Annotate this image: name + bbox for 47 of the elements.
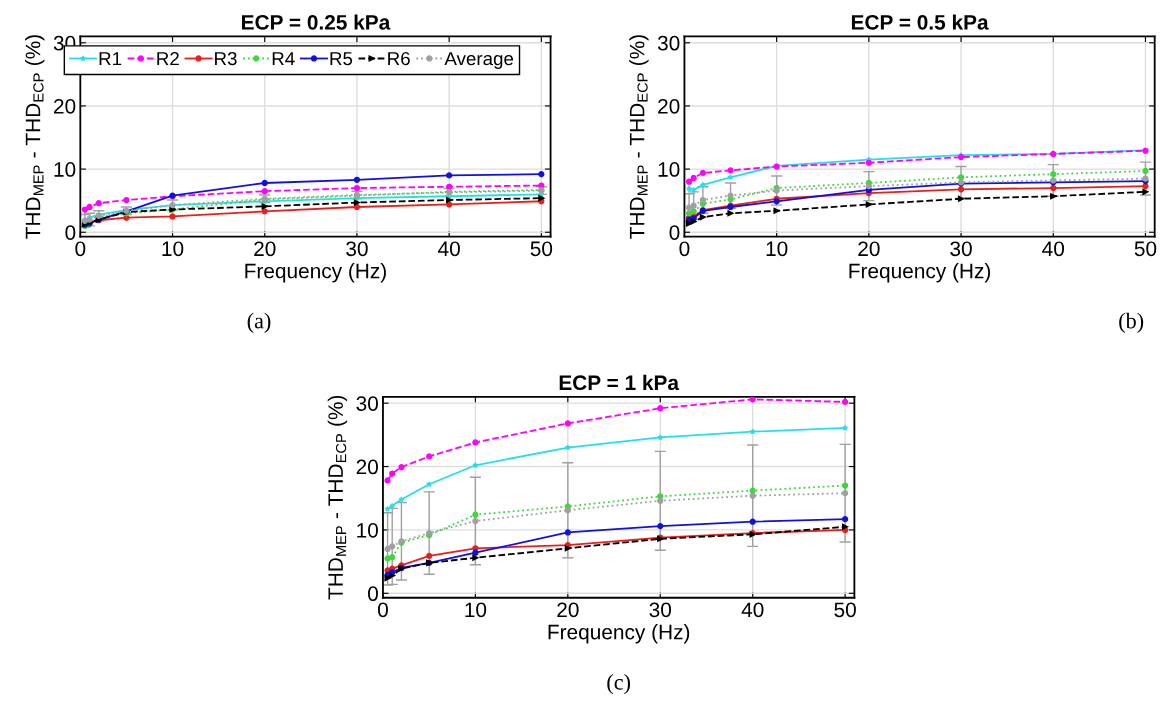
x-tick-label: 20 [858, 241, 880, 257]
text: (c) [607, 674, 631, 695]
x-axis-title: Frequency (Hz) [548, 624, 690, 644]
x-tick-label: 40 [1042, 241, 1065, 257]
x-tick-label: 0 [75, 241, 86, 257]
x-tick-label: 40 [741, 602, 764, 618]
y-tick-label: 0 [368, 586, 378, 602]
x-tick-label: 20 [557, 602, 579, 618]
y-tick-label: 30 [657, 35, 680, 51]
legend-label: Average [444, 52, 514, 69]
y-tick-label: 10 [658, 162, 680, 177]
legend-label: R2 [157, 51, 179, 66]
x-tick-label: 50 [834, 602, 856, 618]
legend-label: R6 [388, 51, 410, 66]
x-tick-label: 30 [346, 241, 368, 257]
x-axis-title: Frequency (Hz) [849, 263, 991, 283]
x-tick-label: 30 [950, 241, 972, 257]
y-tick-label: 0 [65, 225, 76, 240]
x-tick-label: 20 [254, 241, 276, 257]
y-tick-label: 20 [54, 98, 76, 114]
x-axis-title: Frequency (Hz) [245, 263, 386, 283]
text: (b) [1119, 312, 1144, 333]
y-tick-label: 0 [669, 225, 680, 240]
x-tick-label: 50 [530, 241, 553, 257]
legend-label: R4 [272, 52, 295, 66]
x-tick-label: 10 [465, 602, 487, 618]
x-tick-label: 10 [766, 241, 788, 257]
y-tick-label: 20 [658, 98, 680, 114]
legend-label: R1 [99, 52, 122, 66]
y-tick-label: 30 [356, 396, 378, 411]
x-tick-label: 10 [162, 241, 184, 257]
text: (a) [247, 312, 271, 333]
y-axis-title: THD$_{MEP}$ - THD$_{ECP}$ (%) [25, 35, 45, 239]
y-tick-label: 20 [356, 459, 378, 475]
y-axis-title: THD$_{MEP}$ - THD$_{ECP}$ (%) [629, 35, 649, 239]
x-tick-label: 0 [377, 602, 388, 618]
x-tick-label: 40 [438, 241, 460, 257]
y-tick-label: 10 [54, 162, 76, 177]
x-tick-label: 50 [1134, 241, 1157, 257]
x-tick-label: 0 [679, 241, 690, 257]
chart-title: ECP = 1 kPa [559, 374, 680, 391]
legend-label: R5 [330, 52, 353, 66]
y-tick-label: 10 [357, 522, 378, 538]
legend-label: R3 [215, 51, 237, 66]
chart-title: ECP = 0.25 kPa [242, 14, 391, 30]
chart-title: ECP = 0.5 kPa [851, 14, 989, 30]
y-axis-title: THD$_{MEP}$ - THD$_{ECP}$ (%) [327, 395, 348, 600]
